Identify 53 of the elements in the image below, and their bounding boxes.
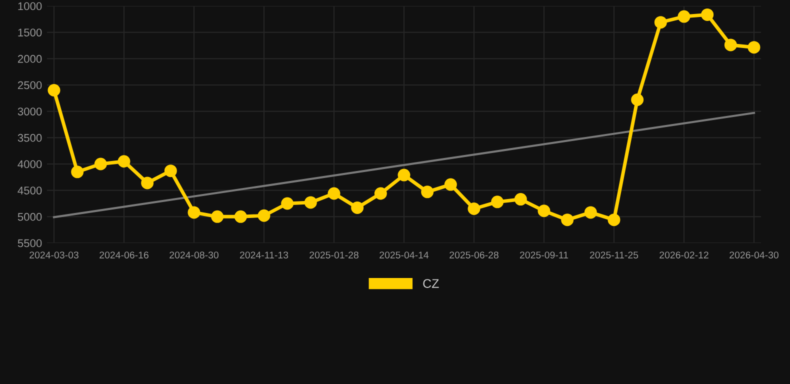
point: [398, 168, 410, 182]
point: [514, 193, 527, 206]
point: [234, 210, 247, 223]
point: [561, 214, 574, 226]
x-tick-label: 2025-04-14: [380, 252, 429, 258]
point: [701, 8, 714, 21]
x-tick-label: 2026-04-30: [730, 252, 778, 258]
y-tick-label: 2000: [18, 54, 42, 63]
x-tick-label: 2025-11-25: [590, 252, 638, 258]
point: [678, 10, 690, 23]
point: [468, 202, 480, 216]
y-tick-label: 1500: [18, 28, 42, 36]
y-tick-label: 4500: [18, 186, 42, 194]
point: [491, 196, 504, 208]
x-tick-label: 2025-01-28: [310, 252, 358, 258]
y-tick-label: 3000: [18, 108, 42, 116]
point: [444, 178, 457, 191]
point: [304, 196, 317, 209]
point: [748, 41, 760, 54]
point: [328, 187, 340, 200]
x-tick-label: 2024-06-16: [100, 252, 148, 258]
point: [608, 214, 620, 226]
point: [164, 164, 177, 178]
y-tick-label: 3500: [18, 134, 42, 142]
y-tick-label: 4000: [18, 160, 42, 168]
point: [654, 16, 667, 29]
point: [48, 84, 60, 97]
point: [211, 210, 224, 223]
point: [421, 186, 434, 198]
point: [538, 204, 550, 218]
y-tick-label: 5500: [18, 239, 42, 248]
point: [118, 155, 130, 168]
x-tick-label: 2025-06-28: [450, 252, 498, 258]
point: [258, 209, 270, 222]
x-tick-label: 2024-08-30: [170, 252, 218, 258]
x-tick-label: 2024-03-03: [30, 252, 78, 258]
point: [724, 38, 737, 52]
point: [94, 158, 107, 170]
x-tick-label: 2024-11-13: [240, 252, 288, 258]
point: [584, 206, 597, 219]
x-tick-label: 2025-09-11: [520, 252, 568, 258]
point: [141, 176, 154, 190]
point: [631, 93, 644, 106]
point: [351, 201, 364, 214]
legend-label: CZ: [423, 279, 439, 288]
point: [281, 197, 294, 210]
point: [71, 166, 84, 178]
y-tick-label: 5000: [18, 212, 42, 221]
point: [374, 187, 387, 200]
y-tick-label: 2500: [18, 81, 42, 90]
x-tick-label: 2026-02-12: [660, 252, 708, 258]
y-tick-label: 1000: [18, 2, 42, 10]
point: [188, 206, 200, 219]
